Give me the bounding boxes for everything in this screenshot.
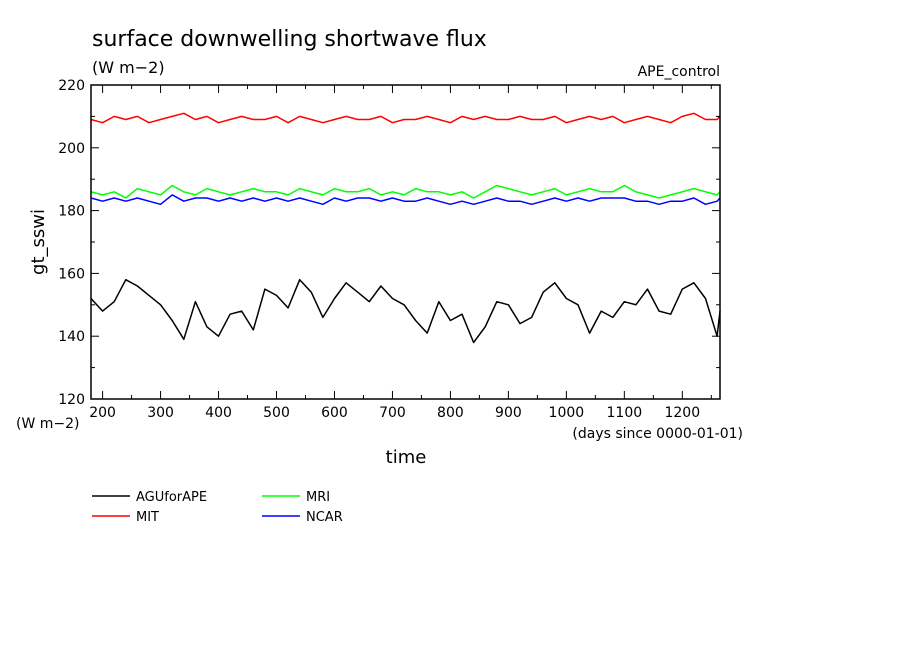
y-tick-label: 200 <box>58 141 85 157</box>
chart-subtitle: (W m−2) <box>92 58 165 77</box>
x-axis-units: (days since 0000-01-01) <box>572 426 743 442</box>
x-tick-label: 1000 <box>549 405 585 421</box>
plot-lines <box>90 112 721 344</box>
series-line-mit <box>90 112 721 124</box>
legend-label: AGUforAPE <box>136 490 207 505</box>
y-axis-label: gt_sswi <box>28 209 49 275</box>
series-line-ncar <box>90 194 721 206</box>
y-tick-label: 140 <box>58 329 85 345</box>
x-axis-label: time <box>386 447 427 468</box>
x-tick-label: 600 <box>321 405 348 421</box>
legend-label: NCAR <box>306 510 343 525</box>
series-line-mri <box>90 184 721 199</box>
y-tick-label: 180 <box>58 204 85 220</box>
chart-title: surface downwelling shortwave flux <box>92 27 487 52</box>
y-tick-label: 120 <box>58 392 85 408</box>
legend-label: MRI <box>306 490 330 505</box>
y-axis: 120 140 160 180 200 220 <box>58 78 720 408</box>
x-axis: 200 300 400 500 600 700 800 900 1000 1100 1200 <box>89 85 712 421</box>
x-tick-label: 700 <box>379 405 406 421</box>
x-tick-label: 500 <box>263 405 290 421</box>
chart-annotation: APE_control <box>638 64 720 80</box>
plot-frame <box>90 84 721 400</box>
y-tick-label: 220 <box>58 78 85 94</box>
x-tick-label: 200 <box>89 405 116 421</box>
y-axis-units: (W m−2) <box>16 416 80 432</box>
x-tick-label: 400 <box>205 405 232 421</box>
legend: AGUforAPE MIT MRI NCAR <box>92 490 343 525</box>
x-tick-label: 300 <box>147 405 174 421</box>
x-tick-label: 1100 <box>607 405 643 421</box>
legend-label: MIT <box>136 510 159 525</box>
x-tick-label: 800 <box>437 405 464 421</box>
series-line-aguforape <box>90 278 721 344</box>
x-tick-label: 1200 <box>664 405 700 421</box>
x-tick-label: 900 <box>495 405 522 421</box>
y-tick-label: 160 <box>58 266 85 282</box>
